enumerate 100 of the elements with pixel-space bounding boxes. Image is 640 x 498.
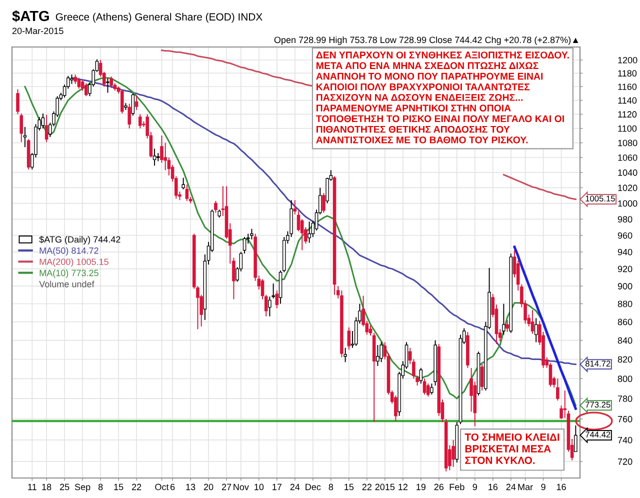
candlestick (422, 378, 426, 396)
candlestick (419, 367, 423, 384)
candlestick (250, 228, 254, 240)
x-tick-label: 19 (416, 484, 426, 490)
y-tick-label: 1080 (618, 140, 638, 146)
candlestick (84, 82, 88, 97)
candlestick (20, 113, 24, 143)
y-tick-label: 980 (618, 216, 632, 223)
x-tick-label: 9 (541, 484, 546, 490)
y-tick-label: 1140 (618, 97, 637, 104)
x-tick-label: Sep (74, 484, 90, 492)
y-tick-label: 1060 (618, 154, 638, 161)
y-tick-label: 1040 (618, 169, 638, 176)
y-tick-label: 1100 (618, 125, 637, 132)
candlestick (347, 326, 351, 350)
x-tick-label: 10 (254, 484, 264, 490)
candlestick (376, 344, 380, 366)
x-tick-label: 15 (344, 484, 354, 490)
candlestick (182, 177, 185, 190)
candlestick (120, 90, 124, 114)
y-tick-label: 960 (618, 232, 632, 239)
y-tick-label: 900 (618, 283, 632, 290)
x-tick-label: 12 (398, 484, 408, 490)
candlestick (16, 88, 20, 115)
candlestick (23, 126, 27, 148)
annotation: Volume undef (39, 280, 94, 288)
candlestick (74, 74, 77, 84)
candlestick (556, 378, 560, 402)
candlestick (110, 76, 113, 88)
chart-title: $ATG (12, 10, 49, 22)
candlestick (308, 221, 311, 244)
y-tick-label: 800 (618, 376, 632, 382)
x-tick-label: Feb (450, 484, 464, 490)
x-tick-label: 27 (222, 484, 232, 490)
y-tick-label: 940 (618, 248, 632, 256)
legend-label: MA(50) 814.72 (40, 247, 98, 256)
chart-subtitle: Greece (Athens) General Share (EOD) INDX (56, 12, 262, 23)
x-tick-label: 20 (204, 484, 214, 490)
x-tick-label: 24 (506, 484, 516, 490)
candlestick (380, 342, 383, 363)
x-tick-label: 16 (556, 484, 566, 490)
candlestick (534, 318, 538, 343)
candlestick (77, 77, 81, 90)
candlestick (344, 347, 347, 363)
x-tick-label: 8 (98, 484, 103, 490)
candlestick (430, 383, 434, 396)
y-tick-label: 1180 (618, 70, 637, 77)
x-tick-label: 24 (290, 484, 300, 490)
x-tick-label: Nov (234, 484, 249, 490)
legend-label: $ATG (Daily) 744.42 (39, 236, 120, 244)
y-tick-label: 880 (618, 300, 632, 308)
data-label: 1005.15 (586, 196, 615, 202)
x-tick-label: 22 (132, 484, 142, 490)
y-tick-label: 720 (618, 458, 632, 465)
candlestick (480, 364, 484, 392)
legend-label: MA(10) 773.25 (40, 270, 98, 278)
candlestick (106, 78, 110, 94)
candlestick (452, 439, 455, 468)
y-tick-label: 1020 (618, 184, 638, 192)
x-tick-label: 13 (186, 484, 196, 490)
data-label: 814.72 (585, 360, 610, 367)
x-tick-label: 15 (114, 484, 124, 490)
candlestick (131, 92, 135, 116)
x-tick-label: 9 (472, 484, 477, 490)
candlestick (134, 95, 138, 110)
x-tick-label: 11 (28, 484, 36, 490)
candlestick (506, 320, 509, 332)
text: ΔΕΝ ΥΠΑΡΧΟΥΝ ΟΙ ΣΥΝΘΗΚΕΣ ΑΞΙΟΠΙΣΤΗΣ ΕΙΣΟΔΟΥ. ΜΕΤΑ ΑΠΟ ΕΝΑ ΜΗΝΑ ΣΧΕΔΟΝ ΠΤΩΣΗΣ ΔΙΧΩΣ ΑΝΑΠΝΟΗ ΤΟ ΜΟΝΟ ΠΟΥ ΠΑΡΑΤΗΡΟΥΜΕ ΕΙΝΑΙ ΚΑΠΟΙΟΙ ΠΟΛΥ ΒΡΑΧΥΧΡΟΝΙΟΙ ΤΑΛΑΝΤΩΤΕΣ ΠΑΣΧΙΖΟΥΝ ΝΑ ΔΩΣΟΥΝ ΕΝΔΕΙΞΕΙΣ ΖΩΗΣ... ΠΑΡΑΜΕΝΟΥΜΕ ΑΡΝΗΤΙΚΟΙ ΣΤΗΝ ΟΠΟΙΑ ΤΟΠΟΘΕΤΗΣΗ ΤΟ ΡΙΣΚΟ ΕΙΝΑΙ ΠΟΛΥ ΜΕΓΑΛΟ ΚΑΙ ΟΙ ΠΙΘΑΝΟΤΗΤΕΣ ΘΕΤΙΚΗΣ ΑΠΟΔΟΣΗΣ ΤΟΥ ΑΝΑΝΤΙΣΤΟΙΧΕΣ ΜΕ ΤΟ ΒΑΘΜΟ ΤΟΥ ΡΙΣΚΟΥ. (316, 52, 569, 144)
candlestick (322, 192, 326, 214)
y-tick-label: 740 (618, 436, 632, 444)
line-series (513, 246, 577, 410)
y-tick-label: 1160 (618, 84, 637, 90)
x-tick-label: 17 (272, 484, 282, 490)
y-tick-label: 780 (618, 396, 632, 402)
annotation: ΤΟ ΣΗΜΕΙΟ ΚΛΕΙΔΙ ΒΡΙΣΚΕΤΑΙ ΜΕΣΑ ΣΤΟΝ ΚΥΚΛΟ. (464, 433, 560, 464)
x-tick-label: 8 (328, 484, 334, 490)
candlestick (44, 114, 48, 143)
y-tick-label: 1000 (618, 200, 638, 207)
y-tick-label: 840 (618, 337, 632, 344)
x-tick-label: Oct (155, 484, 169, 490)
candlestick (128, 103, 131, 129)
candlestick (41, 113, 45, 129)
x-tick-label: 18 (42, 484, 52, 490)
x-tick-label: 2015 (375, 484, 395, 490)
y-tick-label: 760 (618, 416, 632, 422)
text: 744.42 (586, 432, 610, 438)
candlestick (138, 114, 142, 129)
data-label: 773.25 (586, 402, 610, 408)
candlestick (214, 200, 218, 214)
legend-label: MA(200) 1005.15 (40, 258, 108, 267)
x-tick-label: 26 (434, 484, 444, 490)
y-tick-label: 820 (618, 356, 632, 363)
y-tick-label: 920 (618, 266, 632, 272)
y-tick-label: 860 (618, 318, 632, 326)
x-tick-label: 22 (362, 484, 372, 490)
text: Open 728.99 High 753.78 Low 728.99 Close 744.42 Chg +20.78 (+2.87%)▲ (274, 36, 578, 45)
y-tick-label: 1120 (618, 111, 637, 118)
candlestick (502, 303, 506, 336)
candlestick (530, 310, 534, 334)
candlestick (275, 290, 279, 309)
